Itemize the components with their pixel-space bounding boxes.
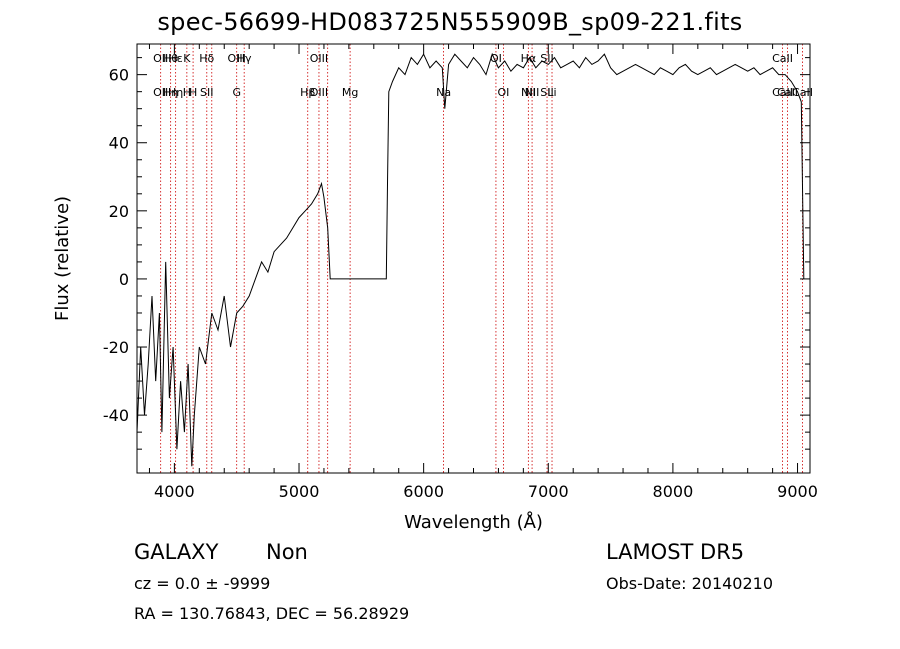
- y-axis-ticks: -40 -20 0 20 40 60: [103, 57, 810, 450]
- line-label-top: K: [183, 52, 191, 65]
- line-label-top: SII: [540, 52, 553, 65]
- line-label-bottom: CaII: [792, 86, 813, 99]
- line-label-bottom: OI: [497, 86, 509, 99]
- line-label-bottom: NII: [525, 86, 540, 99]
- line-label-bottom: NII: [521, 86, 536, 99]
- spectral-line-markers: [160, 44, 803, 473]
- x-tick-label: 7000: [528, 482, 569, 501]
- line-label-bottom: CaII: [777, 86, 798, 99]
- line-label-top: OII: [153, 52, 168, 65]
- observation-date: Obs-Date: 20140210: [606, 574, 774, 593]
- y-tick-label: -40: [103, 406, 129, 425]
- line-label-top: CaII: [772, 52, 793, 65]
- y-tick-label: 60: [109, 66, 129, 85]
- line-label-top: Hε: [169, 52, 183, 65]
- line-label-top: OIII: [310, 52, 328, 65]
- spectrum-series-line: [136, 52, 805, 467]
- y-tick-label: -20: [103, 338, 129, 357]
- line-label-bottom: Hη: [168, 86, 183, 99]
- x-axis-ticks: 4000 5000 6000 7000 8000 9000: [148, 44, 818, 501]
- line-label-top: Hδ: [199, 52, 214, 65]
- y-tick-label: 0: [119, 270, 129, 289]
- x-axis-label: Wavelength (Å): [404, 511, 543, 533]
- y-tick-label: 40: [109, 134, 129, 153]
- coordinates: RA = 130.76843, DEC = 56.28929: [134, 604, 410, 623]
- survey-name: LAMOST DR5: [606, 540, 745, 564]
- line-label-top: Hθ: [163, 52, 178, 65]
- plot-frame: [136, 43, 811, 474]
- line-label-top: OI: [490, 52, 502, 65]
- line-label-bottom: G: [232, 86, 241, 99]
- line-label-top: OIII: [228, 52, 246, 65]
- line-label-bottom: Hβ: [300, 86, 315, 99]
- line-label-bottom: OIII: [310, 86, 328, 99]
- line-label-bottom: SII: [200, 86, 213, 99]
- line-label-bottom: SII: [540, 86, 553, 99]
- line-label-bottom: H: [189, 86, 197, 99]
- object-class: GALAXY: [134, 540, 219, 564]
- line-label-top: Hγ: [237, 52, 252, 65]
- x-tick-label: 6000: [403, 482, 444, 501]
- line-label-bottom: Mg: [342, 86, 358, 99]
- x-tick-label: 5000: [279, 482, 320, 501]
- x-tick-label: 9000: [777, 482, 818, 501]
- line-label-bottom: Li: [547, 86, 556, 99]
- chart-title: spec-56699-HD083725N555909B_sp09-221.fit…: [157, 8, 743, 36]
- line-label-bottom: CaII: [772, 86, 793, 99]
- line-label-bottom: OII: [153, 86, 168, 99]
- object-subclass: Non: [266, 540, 308, 564]
- x-tick-label: 8000: [653, 482, 694, 501]
- line-label-bottom: Hη: [163, 86, 178, 99]
- x-tick-label: 4000: [154, 482, 195, 501]
- y-axis-label: Flux (relative): [52, 196, 73, 321]
- y-tick-label: 20: [109, 202, 129, 221]
- redshift-cz: cz = 0.0 ± -9999: [134, 574, 271, 593]
- line-label-top: Hα: [521, 52, 537, 65]
- line-label-bottom: H: [183, 86, 191, 99]
